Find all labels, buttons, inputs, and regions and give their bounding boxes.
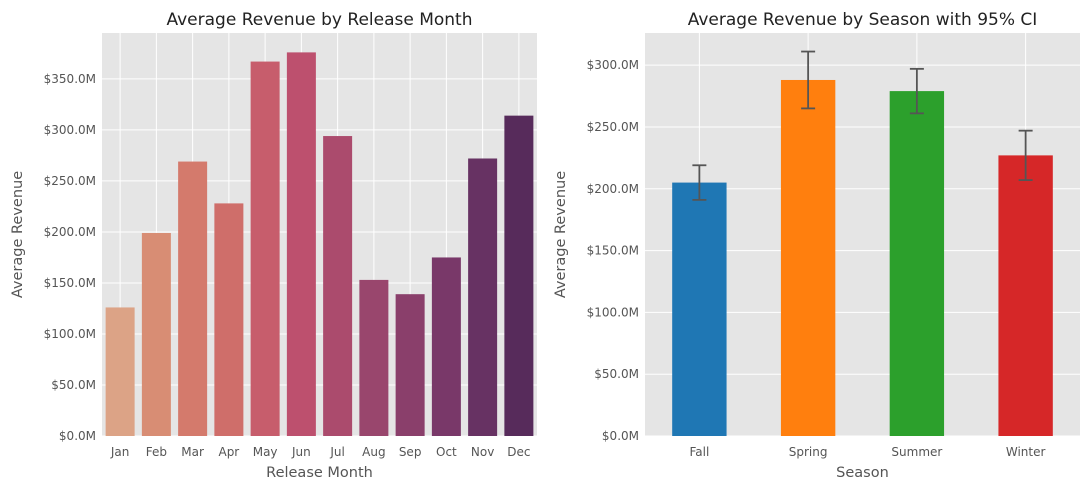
bar-nov <box>468 158 498 436</box>
y-tick-label: $0.0M <box>59 429 96 443</box>
x-tick-label: May <box>253 445 278 459</box>
x-tick-label: Winter <box>1006 445 1046 459</box>
bar-dec <box>504 115 534 436</box>
y-tick-label: $350.0M <box>44 72 96 86</box>
y-tick-label: $0.0M <box>602 429 639 443</box>
error-bars <box>692 50 1033 201</box>
bar-sep <box>395 294 425 436</box>
bar-winter <box>998 155 1053 437</box>
y-axis-label: Average Revenue <box>553 171 569 298</box>
x-tick-label: Mar <box>181 445 204 459</box>
y-tick-label: $100.0M <box>587 305 639 319</box>
chart-title: Average Revenue by Season with 95% CI <box>688 10 1038 30</box>
bar-mar <box>178 161 208 437</box>
x-tick-label: Summer <box>891 445 942 459</box>
y-tick-label: $150.0M <box>44 276 96 290</box>
bar-oct <box>431 257 461 436</box>
x-tick-label: Spring <box>789 445 828 459</box>
y-tick-label: $300.0M <box>587 58 639 72</box>
y-tick-labels: $0.0M $50.0M $100.0M $150.0M $200.0M $250.0M $… <box>44 72 96 443</box>
bar-aug <box>359 279 389 436</box>
y-axis-label: Average Revenue <box>10 171 26 298</box>
bar-feb <box>141 232 171 436</box>
y-tick-label: $200.0M <box>587 182 639 196</box>
y-tick-label: $250.0M <box>587 120 639 134</box>
y-tick-label: $50.0M <box>594 367 639 381</box>
x-tick-label: Nov <box>471 445 494 459</box>
x-tick-labels: Fall Spring Summer Winter <box>689 445 1045 459</box>
x-tick-label: Sep <box>399 445 422 459</box>
monthly-revenue-chart: $0.0M $50.0M $100.0M $150.0M $200.0M $250.0M $… <box>10 10 537 481</box>
bar-may <box>250 61 280 437</box>
y-tick-label: $300.0M <box>44 123 96 137</box>
chart-title: Average Revenue by Release Month <box>166 10 472 30</box>
bar-jan <box>105 307 135 436</box>
seasonal-revenue-chart: $0.0M $50.0M $100.0M $150.0M $200.0M $250.0M $… <box>553 10 1080 481</box>
bar-jul <box>323 136 353 436</box>
x-tick-label: Aug <box>362 445 385 459</box>
bar-spring <box>780 79 836 436</box>
bar-apr <box>214 203 244 436</box>
x-tick-label: Jan <box>110 445 130 459</box>
x-axis-label: Release Month <box>266 465 373 481</box>
y-tick-label: $100.0M <box>44 327 96 341</box>
y-tick-label: $50.0M <box>51 378 96 392</box>
y-tick-label: $150.0M <box>587 244 639 258</box>
bar-summer <box>889 91 945 436</box>
x-tick-label: Dec <box>507 445 530 459</box>
x-axis-label: Season <box>836 465 889 481</box>
plot-area <box>102 33 537 436</box>
y-tick-labels: $0.0M $50.0M $100.0M $150.0M $200.0M $250.0M $… <box>587 58 639 443</box>
bars <box>672 79 1053 437</box>
x-tick-label: Jul <box>329 445 344 459</box>
x-tick-label: Jun <box>291 445 311 459</box>
x-tick-label: Feb <box>146 445 167 459</box>
bars <box>105 52 534 437</box>
x-tick-label: Apr <box>218 445 239 459</box>
y-tick-label: $250.0M <box>44 174 96 188</box>
x-tick-labels: Jan Feb Mar Apr May Jun Jul Aug Sep Oct Nov Dec <box>110 445 531 459</box>
y-tick-label: $200.0M <box>44 225 96 239</box>
x-tick-label: Oct <box>436 445 457 459</box>
bar-fall <box>672 182 727 436</box>
x-tick-label: Fall <box>689 445 709 459</box>
bar-jun <box>286 52 316 436</box>
